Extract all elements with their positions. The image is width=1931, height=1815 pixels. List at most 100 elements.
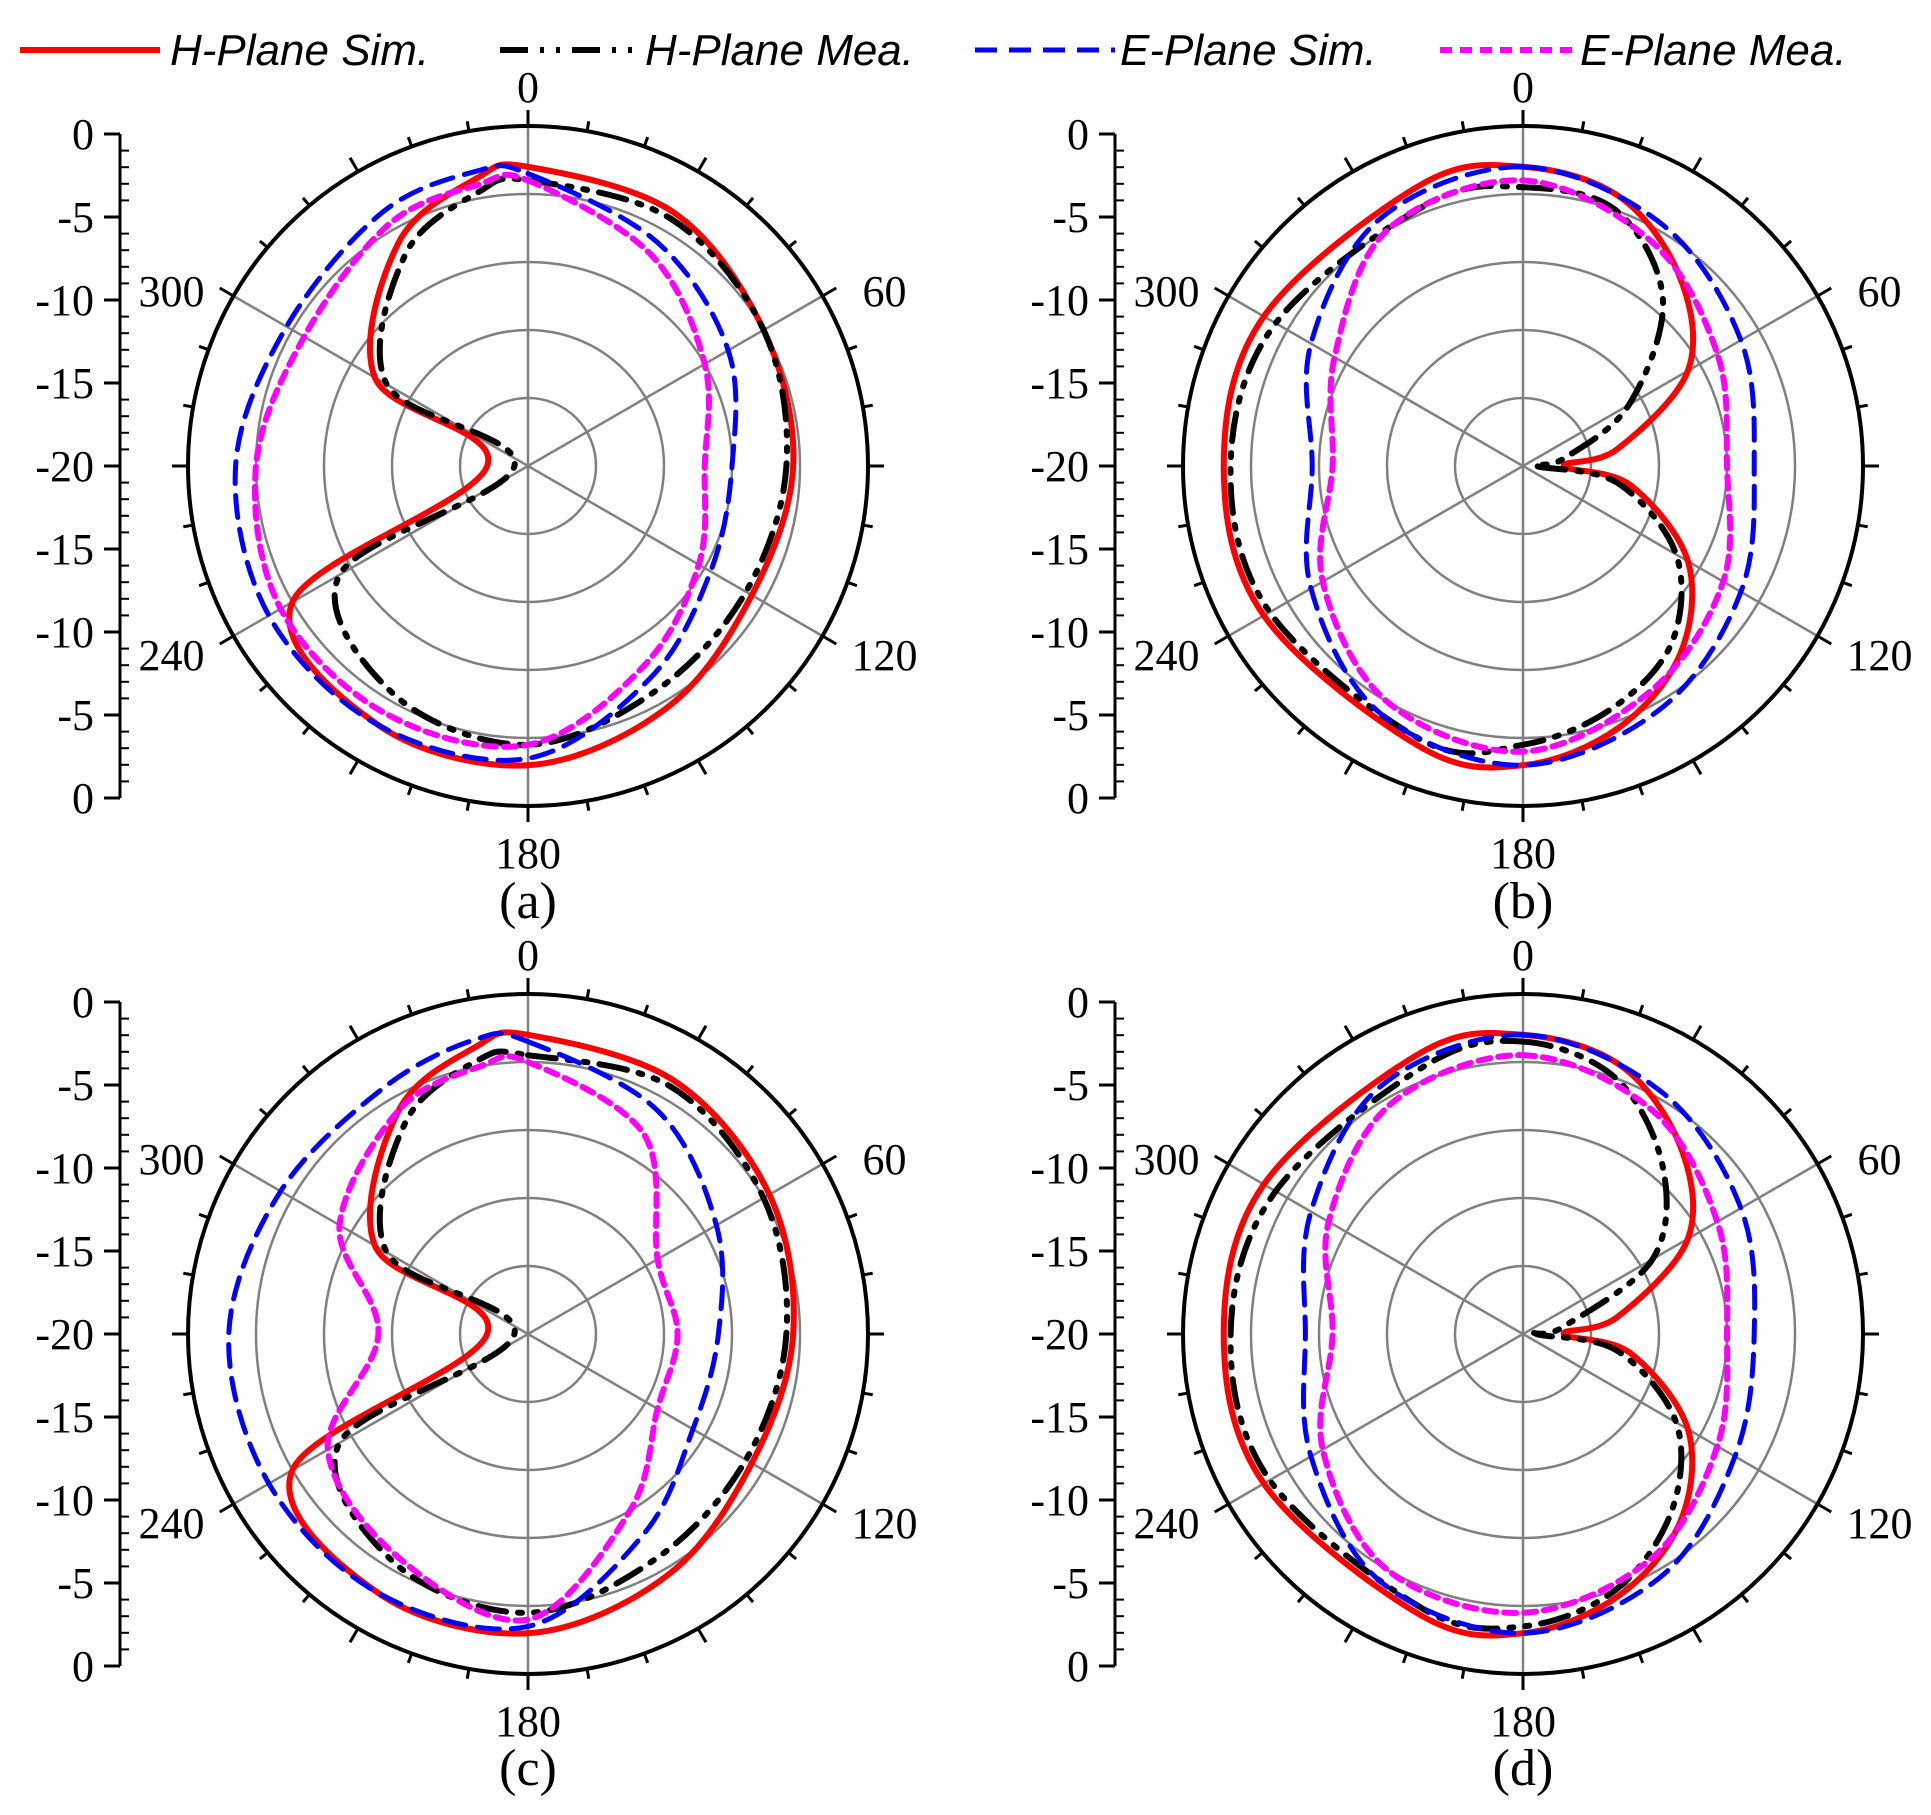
angular-tick: [1213, 1154, 1230, 1166]
angular-tick: [406, 136, 414, 148]
angular-tick: [1460, 1668, 1466, 1679]
angular-tick: [1343, 1024, 1355, 1041]
panel-caption: (a): [499, 873, 557, 930]
angle-tick-label: 60: [1857, 1135, 1901, 1184]
angular-tick: [1178, 1391, 1189, 1397]
angular-tick: [1637, 1004, 1645, 1016]
series-h-plane-sim: [286, 1029, 797, 1637]
legend-label-h-plane-sim: H-Plane Sim.: [170, 26, 429, 75]
grid-spoke-120: [232, 294, 824, 638]
angle-tick-label: 180: [495, 829, 561, 878]
angular-tick: [787, 1551, 798, 1561]
angle-tick-label: 120: [1846, 1499, 1912, 1548]
angular-tick: [821, 1154, 838, 1166]
angular-tick: [1253, 239, 1264, 249]
series-h-plane-sim: [286, 161, 797, 769]
radial-tick-label: -15: [35, 1393, 94, 1442]
angle-tick-label: 300: [139, 1135, 205, 1184]
angular-tick: [1296, 196, 1306, 207]
angle-tick-label: 0: [517, 931, 539, 980]
radial-tick-label: -15: [35, 525, 94, 574]
radial-tick-label: -15: [35, 359, 94, 408]
radial-tick-label: -5: [57, 691, 94, 740]
angular-tick: [1343, 759, 1355, 776]
legend-label-h-plane-mea: H-Plane Mea.: [645, 26, 914, 75]
angular-tick: [696, 1627, 708, 1644]
angle-tick-label: 300: [1134, 1135, 1200, 1184]
angular-tick: [745, 1064, 755, 1075]
series-e-plane-mea: [1317, 1052, 1731, 1616]
angular-tick: [696, 1024, 708, 1041]
angular-tick: [1857, 1271, 1868, 1277]
legend-entry-e-plane-sim: E-Plane Sim.: [975, 26, 1377, 75]
angle-tick-label: 60: [1857, 267, 1901, 316]
angular-tick: [1296, 1593, 1306, 1604]
angular-tick: [1740, 196, 1750, 207]
series-e-plane-mea: [324, 1053, 681, 1624]
angular-tick: [1782, 1551, 1793, 1561]
angular-tick: [862, 1391, 873, 1397]
angle-tick-label: 0: [1512, 63, 1534, 112]
angular-tick: [1691, 1024, 1703, 1041]
angular-tick: [1401, 784, 1409, 796]
angle-tick-label: 120: [1846, 631, 1912, 680]
angular-tick: [1691, 156, 1703, 173]
angular-tick: [1296, 1064, 1306, 1075]
angular-tick: [348, 156, 360, 173]
angular-tick: [1740, 1064, 1750, 1075]
radial-tick-label: -5: [1052, 1559, 1089, 1608]
angular-tick: [465, 121, 471, 132]
series-e-plane-sim: [1301, 1032, 1758, 1636]
radial-tick-label: -10: [35, 1476, 94, 1525]
angular-tick: [348, 1024, 360, 1041]
angle-tick-label: 0: [517, 63, 539, 112]
radial-tick-label: -20: [1030, 1310, 1089, 1359]
radial-tick-label: -5: [57, 1559, 94, 1608]
angular-tick: [1580, 1668, 1586, 1679]
angle-tick-label: 120: [851, 631, 917, 680]
angular-tick: [745, 725, 755, 736]
angular-tick: [1460, 989, 1466, 1000]
radial-tick-label: 0: [72, 978, 94, 1027]
angular-tick: [1193, 1212, 1205, 1220]
series-e-plane-sim: [226, 1030, 726, 1632]
angular-tick: [1857, 1391, 1868, 1397]
angular-tick: [198, 1212, 210, 1220]
legend-entry-h-plane-mea: H-Plane Mea.: [500, 26, 914, 75]
angular-tick: [1193, 580, 1205, 588]
grid-spoke-120: [1227, 294, 1819, 638]
polar-panel-3: 0 60 120 180 240 300 0 -5 -10 -15 -20 -15 -10 -5 0 (c): [35, 931, 917, 1797]
angular-tick: [1691, 759, 1703, 776]
angular-tick: [1460, 121, 1466, 132]
angular-tick: [258, 239, 269, 249]
angular-tick: [1782, 239, 1793, 249]
angular-tick: [258, 683, 269, 693]
angular-tick: [301, 1593, 311, 1604]
radial-tick-label: -5: [1052, 1061, 1089, 1110]
angular-tick: [1841, 1448, 1853, 1456]
angular-tick: [1343, 1627, 1355, 1644]
angular-tick: [642, 136, 650, 148]
angular-tick: [218, 634, 235, 646]
series-h-plane-mea: [331, 175, 791, 748]
angle-tick-label: 240: [139, 1499, 205, 1548]
angular-tick: [821, 286, 838, 298]
legend-label-e-plane-sim: E-Plane Sim.: [1120, 26, 1377, 75]
angular-tick: [198, 344, 210, 352]
angular-tick: [1253, 1551, 1264, 1561]
angular-tick: [846, 1212, 858, 1220]
angular-tick: [821, 634, 838, 646]
series-e-plane-mea: [1317, 177, 1734, 755]
angular-tick: [1580, 989, 1586, 1000]
angular-tick: [696, 156, 708, 173]
angular-tick: [1580, 121, 1586, 132]
angle-tick-label: 0: [1512, 931, 1534, 980]
radial-tick-label: -5: [57, 193, 94, 242]
angular-tick: [745, 196, 755, 207]
angular-tick: [1841, 344, 1853, 352]
angular-tick: [642, 1004, 650, 1016]
angular-tick: [1401, 1004, 1409, 1016]
angular-tick: [585, 800, 591, 811]
angular-tick: [1178, 523, 1189, 529]
angular-tick: [1178, 403, 1189, 409]
